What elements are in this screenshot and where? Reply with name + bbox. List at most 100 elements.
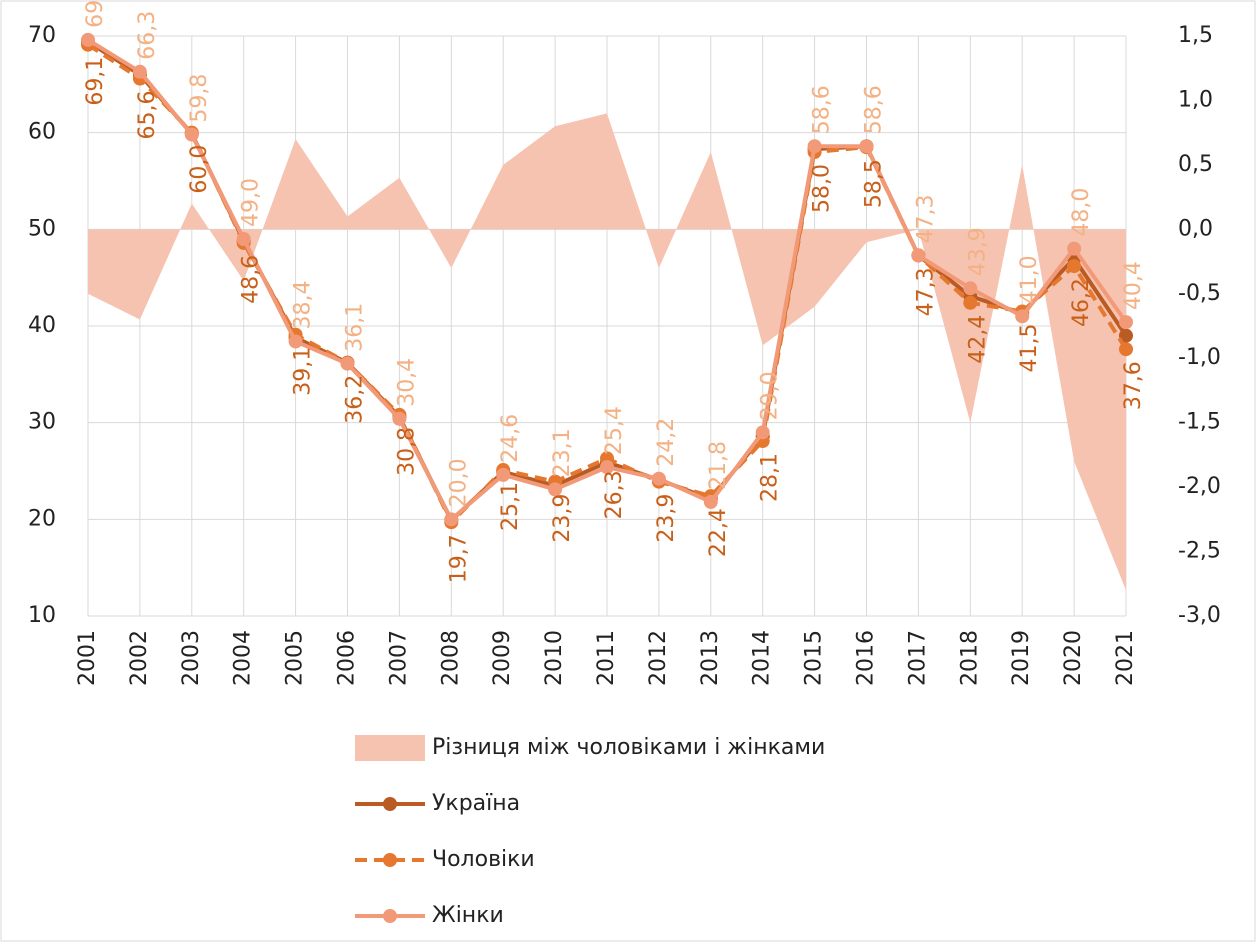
y2-tick-label: -2,5 [1178, 539, 1221, 564]
x-tick-label: 2011 [594, 630, 619, 686]
x-tick-label: 2005 [283, 630, 308, 686]
x-tick-label: 2015 [802, 630, 827, 686]
data-label: 47,3 [913, 267, 938, 316]
x-tick-label: 2021 [1113, 630, 1138, 686]
point [651, 471, 666, 486]
y2-tick-label: 0,0 [1178, 216, 1213, 241]
data-label: 60,0 [187, 145, 212, 194]
y-tick-label: 70 [28, 23, 56, 48]
data-label: 36,2 [343, 375, 368, 424]
point [755, 425, 770, 440]
data-label: 69,6 [83, 0, 108, 28]
point [392, 411, 407, 426]
x-tick-label: 2004 [231, 630, 256, 686]
point [963, 295, 978, 310]
data-label: 30,4 [394, 358, 419, 407]
x-tick-label: 2020 [1061, 630, 1086, 686]
point [340, 356, 355, 371]
point [81, 32, 95, 47]
x-tick-label: 2003 [179, 630, 204, 686]
data-label: 58,6 [862, 85, 887, 134]
legend-label: Жінки [432, 903, 504, 928]
y-tick-label: 50 [28, 216, 56, 241]
data-label: 58,5 [862, 159, 887, 208]
data-label: 39,1 [291, 347, 316, 396]
x-tick-label: 2001 [75, 630, 100, 686]
data-label: 65,6 [135, 91, 160, 140]
data-label: 58,0 [810, 164, 835, 213]
point [496, 467, 511, 482]
point [1015, 309, 1030, 324]
data-label: 49,0 [239, 178, 264, 227]
x-tick-label: 2010 [542, 630, 567, 686]
data-label: 41,5 [1017, 324, 1042, 373]
data-label: 59,8 [187, 74, 212, 123]
point [859, 139, 874, 154]
data-label: 41,0 [1017, 255, 1042, 304]
data-label: 22,4 [706, 508, 731, 557]
x-tick-label: 2009 [490, 630, 515, 686]
data-label: 26,3 [602, 470, 627, 519]
y2-tick-label: -1,0 [1178, 345, 1221, 370]
point [600, 460, 614, 475]
legend-marker [383, 797, 397, 811]
legend-marker [383, 853, 397, 867]
point [807, 139, 822, 154]
x-tick-label: 2002 [127, 630, 152, 686]
data-label: 48,0 [1069, 188, 1094, 237]
x-tick-label: 2013 [698, 630, 723, 686]
y-tick-label: 10 [28, 603, 56, 628]
point [288, 334, 303, 349]
point [1119, 342, 1133, 357]
data-label: 48,6 [239, 255, 264, 304]
data-label: 23,9 [550, 494, 575, 543]
data-label: 21,8 [706, 441, 731, 490]
data-label: 58,6 [810, 85, 835, 134]
data-label: 25,4 [602, 406, 627, 455]
legend-marker [383, 909, 397, 923]
point [911, 248, 926, 263]
point [1119, 328, 1133, 343]
y2-tick-label: 1,5 [1178, 23, 1213, 48]
data-label: 24,6 [498, 414, 523, 463]
x-tick-label: 2012 [646, 630, 671, 686]
data-label: 23,9 [654, 494, 679, 543]
data-label: 69,1 [83, 57, 108, 106]
y2-tick-label: -0,5 [1178, 281, 1221, 306]
data-label: 20,0 [446, 458, 471, 507]
x-tick-label: 2017 [905, 630, 930, 686]
point [963, 281, 978, 296]
x-tick-label: 2007 [386, 630, 411, 686]
point [236, 232, 251, 246]
data-label: 43,9 [965, 227, 990, 276]
point [548, 482, 563, 497]
y-tick-label: 30 [28, 410, 56, 435]
y-tick-label: 60 [28, 120, 56, 145]
data-label: 23,1 [550, 428, 575, 477]
x-tick-label: 2018 [957, 630, 982, 686]
data-label: 36,1 [343, 303, 368, 352]
y-tick-label: 20 [28, 506, 56, 531]
point [1067, 259, 1082, 274]
x-tick-label: 2008 [438, 630, 463, 686]
data-label: 37,6 [1121, 361, 1146, 410]
y2-tick-label: -2,0 [1178, 474, 1221, 499]
legend-label: Україна [432, 791, 520, 816]
x-tick-label: 2006 [335, 630, 360, 686]
x-tick-label: 2019 [1009, 630, 1034, 686]
point [184, 127, 199, 142]
point [1067, 241, 1082, 256]
y2-tick-label: -1,5 [1178, 410, 1221, 435]
y2-tick-label: -3,0 [1178, 603, 1221, 628]
point [703, 494, 718, 509]
data-label: 47,3 [913, 194, 938, 243]
data-label: 24,2 [654, 418, 679, 467]
x-tick-label: 2016 [854, 630, 879, 686]
x-tick-label: 2014 [750, 630, 775, 686]
point [1119, 315, 1133, 330]
y-tick-label: 40 [28, 313, 56, 338]
data-label: 19,7 [446, 534, 471, 583]
data-label: 29,0 [758, 371, 783, 420]
data-label: 30,8 [394, 427, 419, 476]
